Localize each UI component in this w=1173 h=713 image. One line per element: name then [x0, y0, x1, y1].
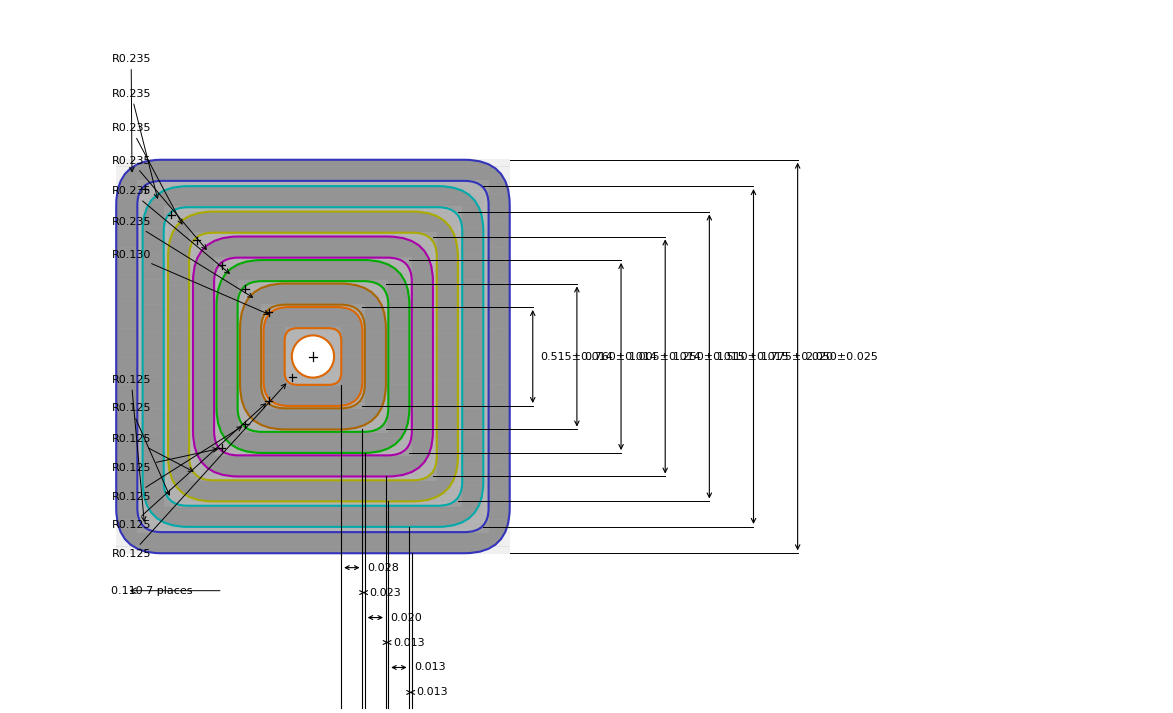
FancyBboxPatch shape [168, 212, 457, 501]
FancyBboxPatch shape [217, 260, 409, 453]
Text: 0.760±0.014: 0.760±0.014 [584, 352, 657, 361]
Text: R0.125: R0.125 [111, 374, 151, 521]
Text: R0.235: R0.235 [111, 123, 182, 224]
Text: R0.235: R0.235 [111, 88, 158, 198]
Text: 0.515±0.014: 0.515±0.014 [541, 352, 613, 361]
Text: R0.125: R0.125 [111, 404, 265, 530]
Text: 0.013: 0.013 [393, 637, 425, 647]
Text: R0.125: R0.125 [111, 384, 286, 559]
Text: 0.110 7 places: 0.110 7 places [111, 585, 192, 595]
FancyBboxPatch shape [194, 237, 433, 476]
Text: R0.130: R0.130 [111, 250, 269, 314]
Text: 0.013: 0.013 [414, 662, 446, 672]
Text: R0.125: R0.125 [111, 404, 170, 495]
FancyBboxPatch shape [264, 307, 362, 406]
Text: R0.125: R0.125 [111, 434, 192, 471]
Ellipse shape [292, 335, 334, 378]
FancyBboxPatch shape [215, 257, 412, 456]
Text: R0.125: R0.125 [111, 448, 217, 473]
Text: 1.250±0.015: 1.250±0.015 [673, 352, 746, 361]
FancyBboxPatch shape [285, 328, 341, 385]
Text: 1.775±0.020: 1.775±0.020 [761, 352, 834, 361]
Text: R0.235: R0.235 [111, 186, 230, 273]
FancyBboxPatch shape [143, 186, 483, 527]
FancyBboxPatch shape [137, 181, 489, 532]
Text: 0.023: 0.023 [369, 588, 401, 597]
Text: R0.235: R0.235 [111, 217, 252, 297]
FancyBboxPatch shape [240, 284, 386, 429]
Text: R0.235: R0.235 [111, 54, 151, 172]
Text: R0.125: R0.125 [111, 426, 242, 502]
Text: 0.028: 0.028 [367, 563, 399, 573]
FancyBboxPatch shape [116, 160, 510, 553]
FancyBboxPatch shape [164, 207, 462, 506]
Text: 0.013: 0.013 [416, 687, 448, 697]
Text: 0.020: 0.020 [391, 612, 422, 622]
Text: R0.235: R0.235 [111, 155, 206, 250]
FancyBboxPatch shape [262, 304, 365, 409]
FancyBboxPatch shape [189, 232, 436, 481]
Text: 1.510±0.015: 1.510±0.015 [717, 352, 789, 361]
FancyBboxPatch shape [238, 281, 388, 432]
Text: 1.005±0.014: 1.005±0.014 [629, 352, 701, 361]
Text: 2.050±0.025: 2.050±0.025 [806, 352, 879, 361]
